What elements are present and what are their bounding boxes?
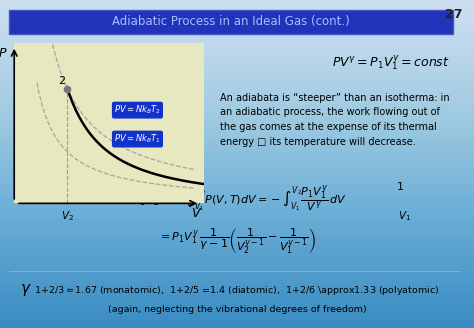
Text: $1$: $1$ (395, 180, 403, 192)
Text: $V_1$: $V_1$ (399, 209, 411, 223)
Text: 27: 27 (445, 8, 462, 21)
Text: (again, neglecting the vibrational degrees of freedom): (again, neglecting the vibrational degre… (108, 305, 366, 315)
Text: $V$: $V$ (191, 207, 202, 220)
Text: $P$: $P$ (0, 47, 8, 60)
Text: $\gamma$: $\gamma$ (20, 282, 32, 298)
Text: $= P_1V_1^{\gamma}\;\dfrac{1}{\gamma-1}\left(\dfrac{1}{V_2^{\gamma-1}} - \dfrac{: $= P_1V_1^{\gamma}\;\dfrac{1}{\gamma-1}\… (158, 226, 316, 256)
Bar (9, 10, 453, 34)
Text: 1+2/3$\approx$1.67 (monatomic),  1+2/5 =1.4 (diatomic),  1+2/6 \approx1.33 (poly: 1+2/3$\approx$1.67 (monatomic), 1+2/5 =1… (34, 284, 440, 297)
Text: $PV= Nk_BT_2$: $PV= Nk_BT_2$ (114, 104, 161, 116)
Text: An adiabata is “steeper” than an isotherma: in
an adiabatic process, the work fl: An adiabata is “steeper” than an isother… (220, 92, 450, 147)
Text: Adiabatic Process in an Ideal Gas (cont.): Adiabatic Process in an Ideal Gas (cont.… (112, 15, 350, 29)
Text: $V_2$: $V_2$ (61, 209, 74, 223)
Text: $2$: $2$ (58, 74, 66, 86)
Text: $PV^{\gamma} = P_1V_1^{\gamma} = const$: $PV^{\gamma} = P_1V_1^{\gamma} = const$ (332, 54, 449, 73)
Text: $W_{1\to2} = -\int_{V_1}^{V_2} P(V,T)dV = -\int_{V_1}^{V_2}\dfrac{P_1V_1^{\gamma: $W_{1\to2} = -\int_{V_1}^{V_2} P(V,T)dV … (128, 183, 346, 214)
Text: $PV= Nk_BT_1$: $PV= Nk_BT_1$ (114, 133, 161, 145)
